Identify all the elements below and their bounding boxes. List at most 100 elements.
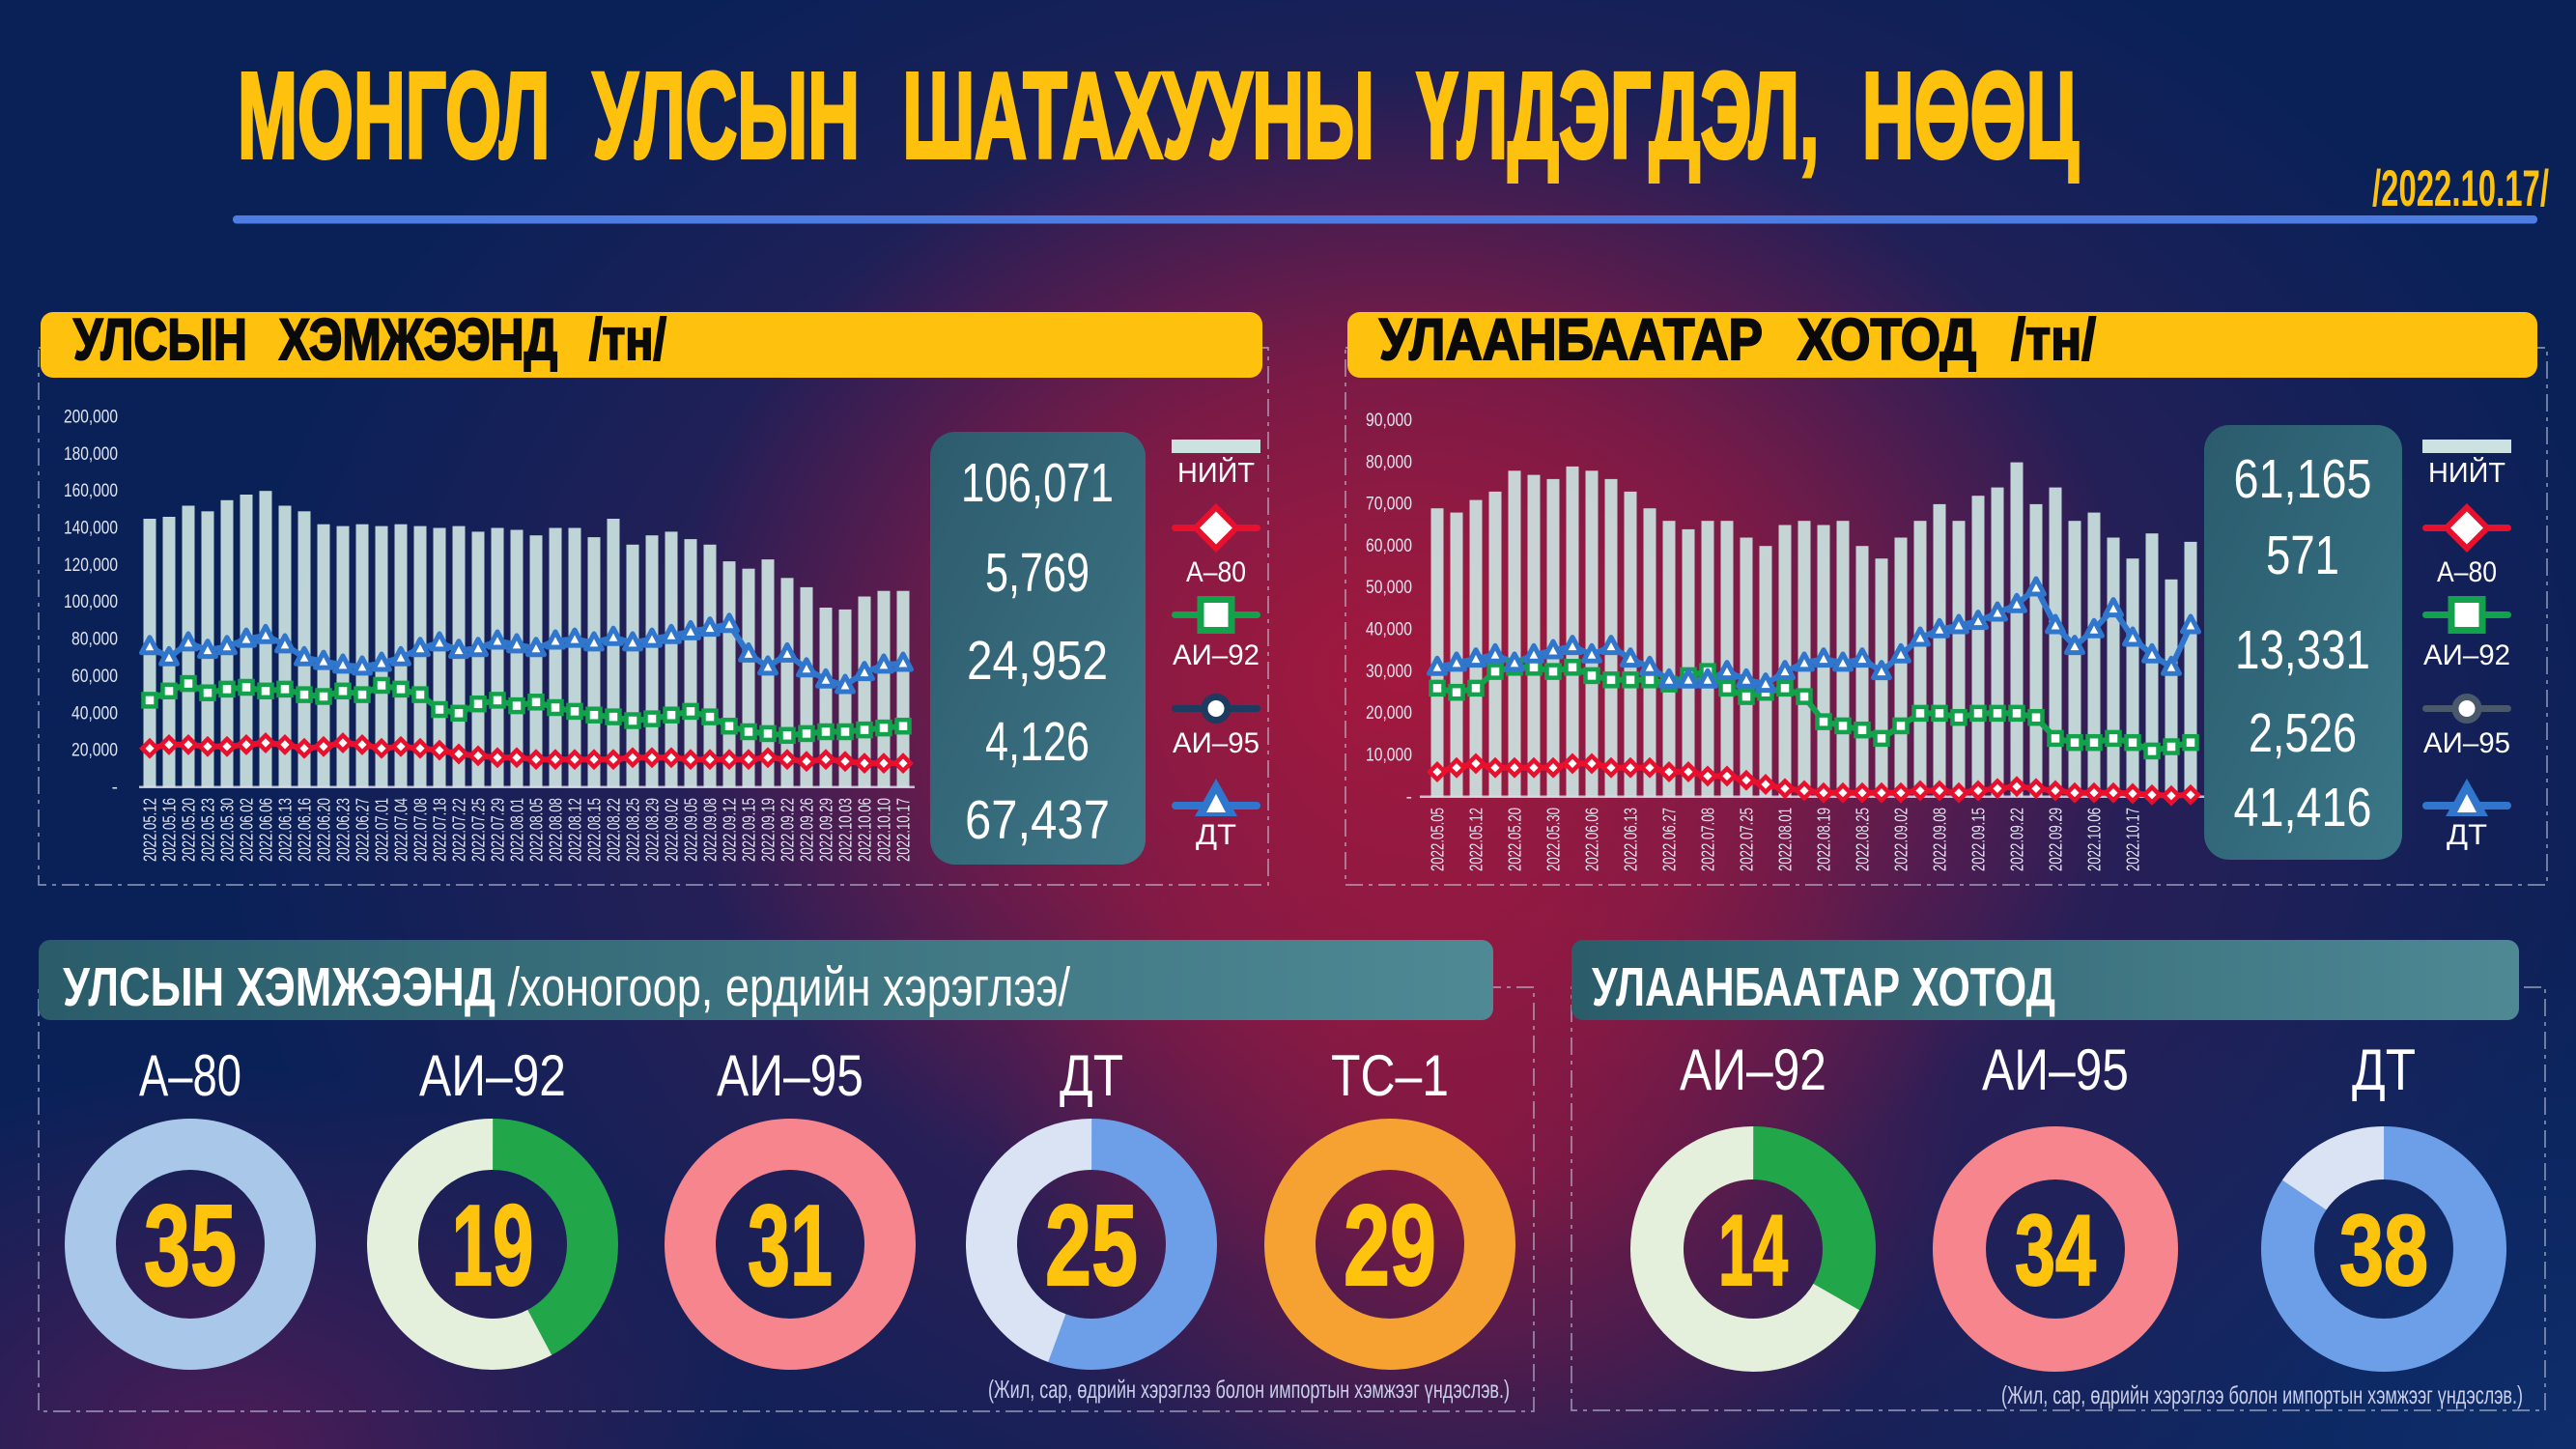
svg-text:/2022.10.17/: /2022.10.17/ xyxy=(2372,160,2549,217)
svg-text:20,000: 20,000 xyxy=(71,741,118,761)
svg-text:4,126: 4,126 xyxy=(985,711,1090,773)
svg-text:2022.06.02: 2022.06.02 xyxy=(238,798,257,862)
svg-text:2022.09.29: 2022.09.29 xyxy=(2047,808,2066,871)
svg-text:АИ–95: АИ–95 xyxy=(1982,1037,2129,1102)
svg-text:2022.08.01: 2022.08.01 xyxy=(1776,808,1796,871)
svg-text:ДТ: ДТ xyxy=(1060,1043,1123,1108)
svg-text:2022.08.29: 2022.08.29 xyxy=(643,798,663,862)
svg-text:2022.10.17: 2022.10.17 xyxy=(2124,808,2143,871)
svg-text:67,437: 67,437 xyxy=(965,789,1110,851)
svg-text:2022.10.06: 2022.10.06 xyxy=(2085,808,2105,871)
svg-text:2022.09.22: 2022.09.22 xyxy=(2008,808,2027,871)
svg-text:106,071: 106,071 xyxy=(961,452,1114,514)
svg-text:2022.08.08: 2022.08.08 xyxy=(547,798,566,862)
svg-text:24,952: 24,952 xyxy=(967,630,1108,692)
svg-text:АИ–95: АИ–95 xyxy=(1173,727,1260,759)
svg-text:2022.06.06: 2022.06.06 xyxy=(1583,808,1602,871)
svg-text:А–80: А–80 xyxy=(2437,556,2497,588)
svg-text:2022.09.15: 2022.09.15 xyxy=(740,798,759,862)
svg-text:2022.09.19: 2022.09.19 xyxy=(759,798,778,862)
svg-text:2022.07.18: 2022.07.18 xyxy=(431,798,450,862)
svg-text:2022.05.20: 2022.05.20 xyxy=(180,798,199,862)
svg-text:2022.06.27: 2022.06.27 xyxy=(1660,808,1680,871)
svg-text:40,000: 40,000 xyxy=(1366,620,1412,640)
svg-text:80,000: 80,000 xyxy=(1366,452,1412,472)
svg-text:2022.05.12: 2022.05.12 xyxy=(1467,808,1486,871)
svg-text:2022.06.27: 2022.06.27 xyxy=(354,798,373,862)
svg-text:2022.09.08: 2022.09.08 xyxy=(1931,808,1950,871)
svg-text:2022.05.12: 2022.05.12 xyxy=(141,798,160,862)
svg-text:2022.09.05: 2022.09.05 xyxy=(682,798,701,862)
svg-text:2022.10.03: 2022.10.03 xyxy=(836,798,856,862)
svg-text:ДТ: ДТ xyxy=(1196,819,1236,851)
svg-text:2022.09.29: 2022.09.29 xyxy=(817,798,836,862)
svg-text:50,000: 50,000 xyxy=(1366,578,1412,598)
svg-text:ДТ: ДТ xyxy=(2352,1037,2416,1102)
svg-text:14: 14 xyxy=(1718,1195,1788,1307)
svg-text:2022.07.25: 2022.07.25 xyxy=(1738,808,1757,871)
svg-text:А–80: А–80 xyxy=(139,1043,241,1108)
svg-text:35: 35 xyxy=(144,1181,237,1310)
svg-text:5,769: 5,769 xyxy=(985,542,1090,604)
svg-text:2022.06.16: 2022.06.16 xyxy=(296,798,315,862)
svg-text:160,000: 160,000 xyxy=(64,481,118,501)
svg-text:2022.06.06: 2022.06.06 xyxy=(257,798,276,862)
svg-text:2022.07.29: 2022.07.29 xyxy=(489,798,508,862)
svg-text:80,000: 80,000 xyxy=(71,630,118,650)
svg-text:НИЙТ: НИЙТ xyxy=(2428,456,2505,489)
svg-text:41,416: 41,416 xyxy=(2234,777,2372,838)
svg-text:31: 31 xyxy=(748,1181,833,1310)
svg-text:2022.09.08: 2022.09.08 xyxy=(701,798,721,862)
svg-text:2022.08.05: 2022.08.05 xyxy=(527,798,547,862)
svg-text:19: 19 xyxy=(452,1181,534,1310)
svg-text:2022.09.15: 2022.09.15 xyxy=(1969,808,1989,871)
svg-text:2022.10.17: 2022.10.17 xyxy=(894,798,914,862)
svg-text:2022.08.15: 2022.08.15 xyxy=(585,798,605,862)
svg-text:20,000: 20,000 xyxy=(1366,703,1412,724)
svg-text:2022.09.22: 2022.09.22 xyxy=(778,798,798,862)
svg-text:НИЙТ: НИЙТ xyxy=(1177,456,1255,489)
svg-text:60,000: 60,000 xyxy=(1366,536,1412,556)
svg-text:61,165: 61,165 xyxy=(2234,448,2372,510)
svg-text:2022.05.05: 2022.05.05 xyxy=(1429,808,1448,871)
svg-text:2022.06.13: 2022.06.13 xyxy=(1622,808,1641,871)
svg-text:(Жил, сар, өдрийн хэрэглээ бол: (Жил, сар, өдрийн хэрэглээ болон импорты… xyxy=(2001,1380,2523,1409)
svg-text:2022.05.16: 2022.05.16 xyxy=(160,798,180,862)
svg-text:2022.08.19: 2022.08.19 xyxy=(1815,808,1834,871)
svg-text:УЛСЫН ХЭМЖЭЭНД /хоногоор, ерди: УЛСЫН ХЭМЖЭЭНД /хоногоор, ердийн хэрэглэ… xyxy=(63,956,1070,1018)
svg-text:2022.07.22: 2022.07.22 xyxy=(450,798,469,862)
svg-text:ДТ: ДТ xyxy=(2447,819,2487,851)
svg-text:30,000: 30,000 xyxy=(1366,662,1412,682)
svg-text:38: 38 xyxy=(2339,1195,2428,1307)
svg-text:70,000: 70,000 xyxy=(1366,495,1412,515)
svg-text:2022.06.23: 2022.06.23 xyxy=(334,798,354,862)
svg-text:-: - xyxy=(1406,787,1412,808)
svg-text:34: 34 xyxy=(2015,1195,2096,1307)
svg-text:УЛААНБААТАР ХОТОД: УЛААНБААТАР ХОТОД xyxy=(1592,956,2055,1018)
svg-text:2022.05.30: 2022.05.30 xyxy=(1544,808,1564,871)
svg-text:90,000: 90,000 xyxy=(1366,411,1412,431)
svg-text:УЛААНБААТАР ХОТОД /тн/: УЛААНБААТАР ХОТОД /тн/ xyxy=(1379,307,2096,372)
svg-text:29: 29 xyxy=(1344,1181,1436,1310)
svg-text:2022.07.08: 2022.07.08 xyxy=(1699,808,1718,871)
svg-text:АИ–95: АИ–95 xyxy=(717,1043,863,1108)
svg-text:2022.07.01: 2022.07.01 xyxy=(373,798,392,862)
svg-text:АИ–92: АИ–92 xyxy=(2423,639,2510,671)
svg-text:АИ–95: АИ–95 xyxy=(2423,727,2510,759)
svg-text:АИ–92: АИ–92 xyxy=(1173,639,1260,671)
svg-text:180,000: 180,000 xyxy=(64,444,118,465)
svg-text:120,000: 120,000 xyxy=(64,555,118,576)
svg-text:10,000: 10,000 xyxy=(1366,745,1412,765)
svg-text:2022.05.30: 2022.05.30 xyxy=(218,798,238,862)
svg-text:100,000: 100,000 xyxy=(64,592,118,612)
svg-text:200,000: 200,000 xyxy=(64,408,118,428)
svg-text:А–80: А–80 xyxy=(1186,556,1246,588)
svg-text:2022.09.26: 2022.09.26 xyxy=(798,798,817,862)
svg-text:(Жил, сар, өдрийн хэрэглээ бол: (Жил, сар, өдрийн хэрэглээ болон импорты… xyxy=(988,1375,1510,1404)
svg-text:2022.06.13: 2022.06.13 xyxy=(276,798,296,862)
svg-text:2022.07.08: 2022.07.08 xyxy=(411,798,431,862)
svg-text:2022.05.20: 2022.05.20 xyxy=(1506,808,1525,871)
svg-text:2022.07.04: 2022.07.04 xyxy=(392,798,411,862)
svg-text:2022.08.25: 2022.08.25 xyxy=(624,798,643,862)
svg-text:УЛСЫН ХЭМЖЭЭНД /тн/: УЛСЫН ХЭМЖЭЭНД /тн/ xyxy=(73,307,666,372)
